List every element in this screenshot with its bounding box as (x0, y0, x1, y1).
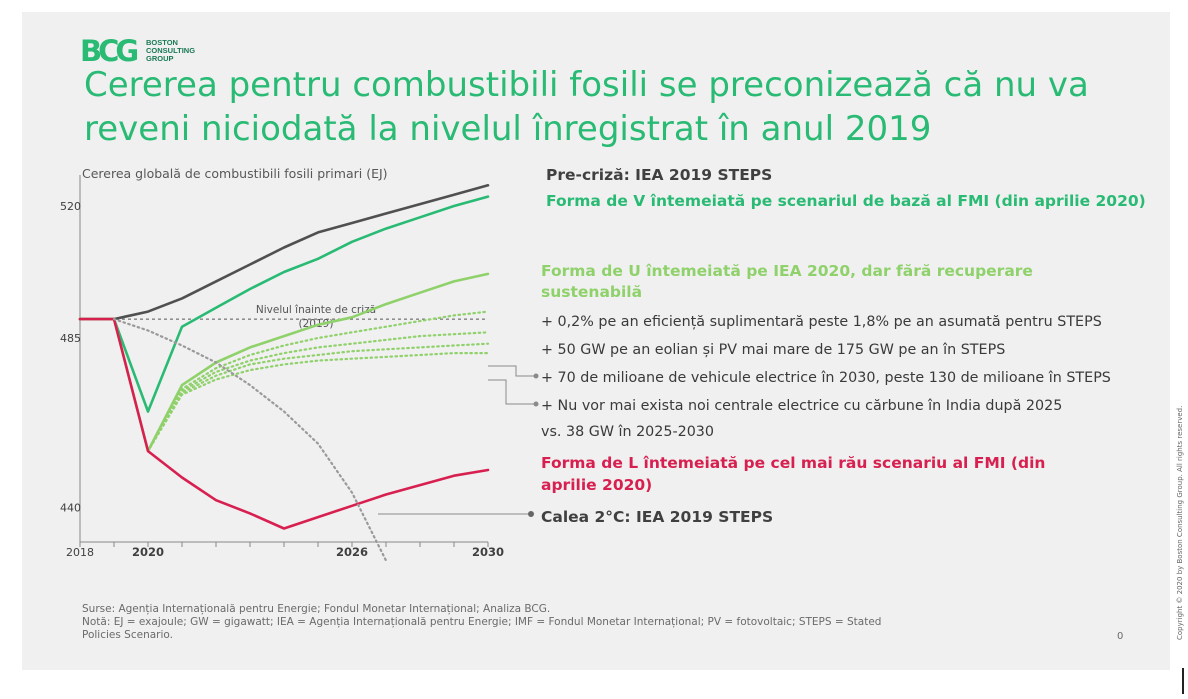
annotation-u-option-ev: + 70 de milioane de vehicule electrice î… (541, 370, 1111, 386)
annotation-connectors (378, 365, 539, 517)
series-line-6 (78, 318, 490, 453)
footnote-note: Notă: EJ = exajoule; GW = gigawatt; IEA … (82, 616, 882, 628)
connector-coal (488, 379, 534, 405)
logo-mark: BCG (80, 34, 139, 68)
annotation-u-option-coal-line1: + Nu vor mai exista noi centrale electri… (541, 398, 1063, 414)
text-cursor (1182, 668, 1184, 694)
logo-text: Boston Consulting Group (146, 38, 196, 63)
y-tick-label: 520 (60, 200, 81, 213)
annotation-pre-crisis: Pre-criză: IEA 2019 STEPS (546, 166, 773, 184)
x-tick-label: 2020 (132, 545, 164, 559)
precrisis-label-line1: Nivelul înainte de criză (256, 304, 376, 316)
footnote: Surse: Agenția Internațională pentru Ene… (82, 603, 962, 642)
series-line-3 (78, 310, 490, 453)
connector-coal-dot (533, 401, 539, 407)
annotation-u-shape-line1: Forma de U întemeiată pe IEA 2020, dar f… (541, 262, 1033, 280)
series-line-8 (112, 318, 388, 562)
chart-title: Cererea globală de combustibili fosili p… (82, 166, 388, 181)
chart-series-layer (78, 184, 490, 562)
annotation-l-shape-line1: Forma de L întemeiată pe cel mai rău sce… (541, 454, 1046, 472)
page-number: 0 (1117, 631, 1124, 642)
page-title: Cererea pentru combustibili fosili se pr… (84, 65, 1089, 149)
series-line-4 (78, 318, 490, 453)
annotation-2c-path: Calea 2°C: IEA 2019 STEPS (541, 508, 774, 526)
x-tick-label: 2018 (66, 546, 94, 559)
annotation-u-option-efficiency: + 0,2% pe an eficiență suplimentară pest… (541, 314, 1102, 330)
slide-background (22, 12, 1170, 670)
y-tick-label: 485 (60, 332, 81, 345)
connector-2c-dot (528, 511, 534, 517)
annotation-u-shape-line2: sustenabilă (541, 283, 643, 301)
connector-ev (488, 365, 534, 377)
series-line-1 (78, 195, 490, 413)
series-line-7 (78, 317, 490, 530)
footnote-sources: Surse: Agenția Internațională pentru Ene… (82, 603, 551, 615)
y-tick-label: 440 (60, 502, 81, 515)
annotation-v-shape: Forma de V întemeiată pe scenariul de ba… (546, 192, 1146, 210)
copyright-text: Copyright © 2020 by Boston Consulting Gr… (1176, 405, 1184, 640)
footnote-note-cont: Policies Scenario. (82, 629, 173, 641)
connector-ev-dot (533, 373, 539, 379)
series-line-5 (78, 318, 490, 453)
x-tick-label: 2030 (472, 545, 504, 559)
annotation-u-option-wind-pv: + 50 GW pe an eolian și PV mai mare de 1… (541, 342, 1006, 358)
annotation-l-shape-line2: aprilie 2020) (541, 476, 653, 494)
series-line-0 (78, 184, 490, 321)
annotation-u-option-coal-line2: vs. 38 GW în 2025-2030 (541, 424, 715, 440)
x-tick-label: 2026 (336, 545, 368, 559)
